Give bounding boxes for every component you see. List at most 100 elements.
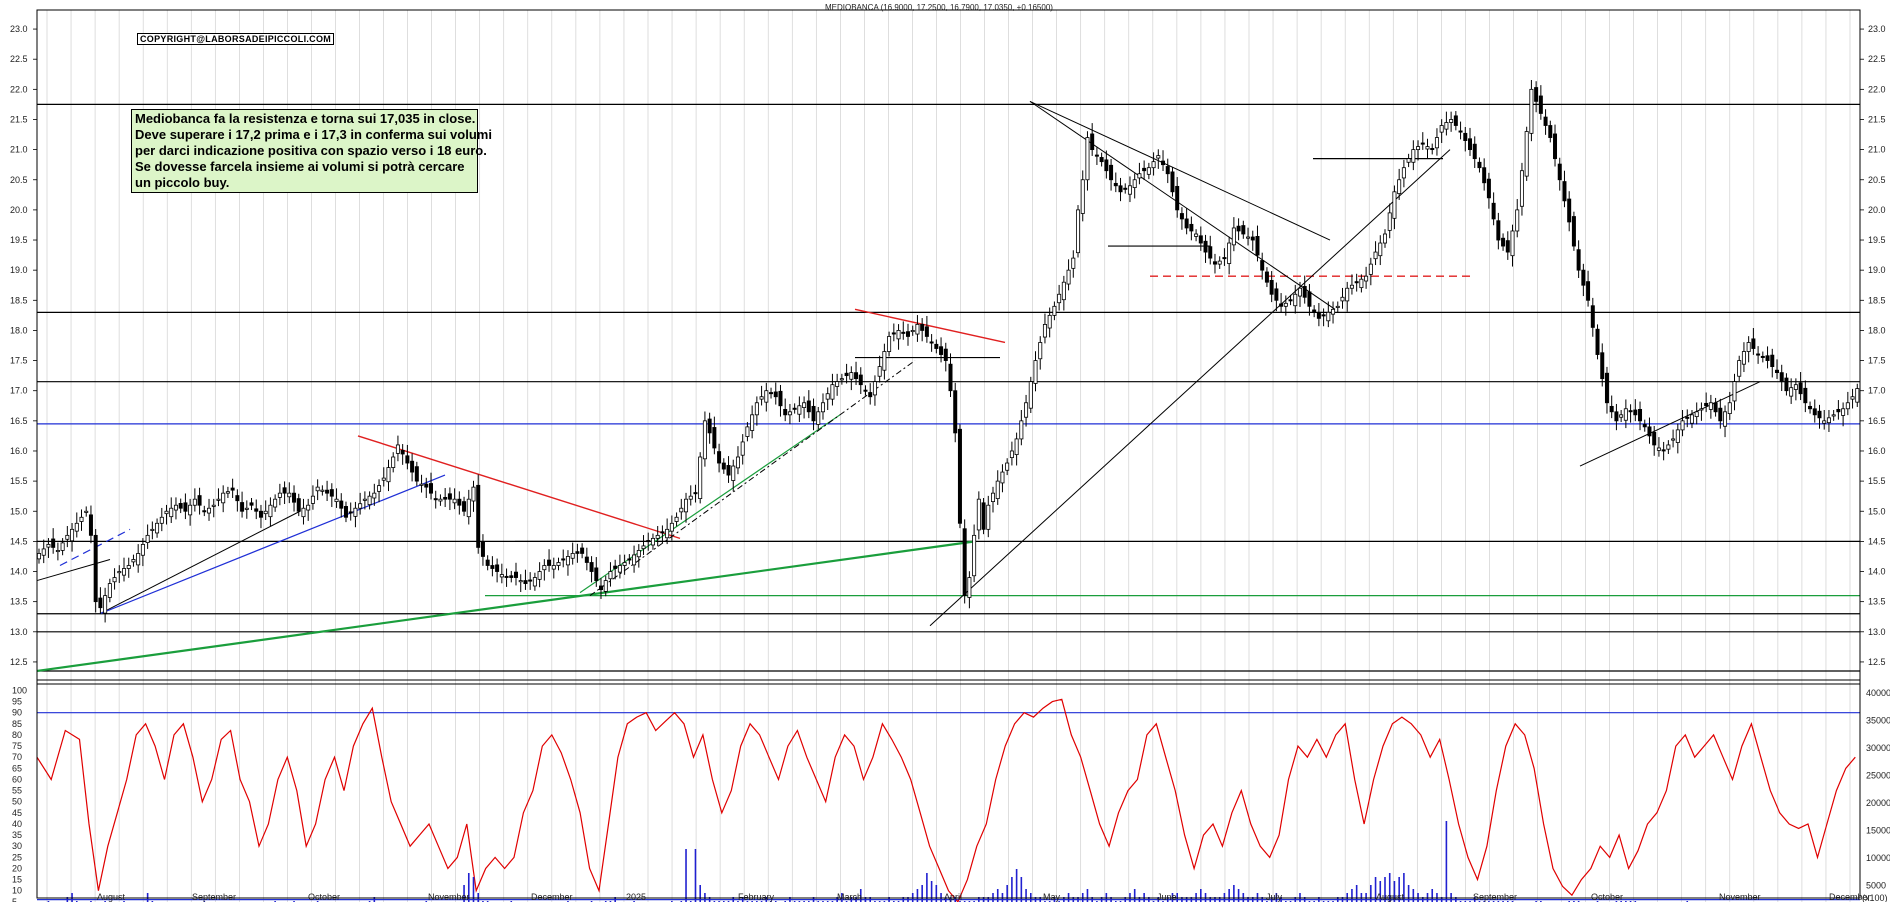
month-label: November [1719,892,1761,902]
volume-tick-label: 40000 [1866,688,1890,698]
candle-body [1066,269,1071,285]
candle-body [688,495,693,500]
candle-body [698,456,703,499]
osc-tick-label: 5 [12,897,17,902]
candle-body [1099,157,1104,163]
candle-body [1208,246,1213,259]
candle-body [1751,338,1756,349]
candle-body [589,562,594,572]
y-tick-label: 22.5 [10,54,28,64]
volume-bars [47,821,1689,902]
candle-body [169,507,174,518]
oscillator-line [36,698,1856,902]
candle-body [84,510,89,513]
candle-body [1803,387,1808,404]
candle-body [1080,179,1085,214]
candle-body [613,565,618,569]
candle-body [258,510,263,518]
candle-body [1765,355,1770,361]
candle-body [1113,182,1118,187]
candle-body [1638,408,1643,422]
candle-body [561,558,566,561]
volume-tick-label: 30000 [1866,743,1890,753]
y-tick-label: 12.5 [1868,657,1886,667]
candle-body [240,502,245,512]
y-tick-label: 20.5 [1868,175,1886,185]
y-tick-label: 15.0 [1868,506,1886,516]
candle-body [1855,388,1860,403]
candle-body [320,489,325,492]
candle-body [1024,402,1029,418]
y-tick-label: 15.5 [10,476,28,486]
candle-body [367,495,372,506]
candle-body [740,441,745,456]
candle-body [1553,133,1558,160]
candle-body [277,492,282,498]
candle-body [575,551,580,554]
candle-body [764,390,769,403]
candle-body [514,571,519,578]
y-tick-label: 14.0 [1868,567,1886,577]
y-tick-label: 22.0 [1868,84,1886,94]
y-tick-label: 16.0 [10,446,28,456]
candle-body [650,537,655,546]
candle-body [1689,414,1694,424]
candle-body [943,348,948,361]
candle-body [103,595,108,614]
candle-body [1052,305,1057,316]
osc-tick-label: 40 [12,819,22,829]
candle-body [334,498,339,503]
candle-body [551,565,556,570]
y-tick-label: 17.5 [1868,356,1886,366]
candle-body [1005,462,1010,471]
candle-body [1142,167,1147,172]
candle-body [235,495,240,502]
candle-body [438,498,443,502]
candle-body [287,492,292,498]
candle-body [599,585,604,591]
candle-body [1661,449,1666,452]
candle-body [296,498,301,512]
candle-body [1746,342,1751,352]
candle-body [1845,402,1850,410]
candle-body [759,396,764,400]
candle-body [792,407,797,410]
candle-body [731,465,736,481]
candle-body [1737,360,1742,377]
candle-body [424,483,429,488]
candle-body [1038,342,1043,360]
candle-body [244,507,249,510]
candle-body [1562,181,1567,202]
candle-body [70,528,75,542]
trendline [357,435,681,540]
candle-body [79,516,84,522]
candle-body [1501,237,1506,247]
candle-body [1246,236,1251,239]
candle-body [1666,444,1671,450]
candle-body [1146,167,1151,175]
candle-body [825,393,830,400]
candle-body [1713,402,1718,413]
candle-body [887,336,892,352]
candle-body [778,390,783,407]
y-tick-label: 19.0 [1868,265,1886,275]
osc-tick-label: 85 [12,719,22,729]
candle-body [1057,293,1062,304]
candle-body [636,550,641,558]
candle-body [627,558,632,561]
candle-body [934,343,939,349]
candle-body [1255,236,1260,256]
y-tick-label: 21.5 [10,114,28,124]
candle-body [339,500,344,509]
candle-body [1009,450,1014,459]
candle-body [920,324,925,331]
y-tick-label: 15.0 [10,506,28,516]
trendline [1029,100,1336,310]
y-tick-label: 13.0 [1868,627,1886,637]
candle-body [60,542,65,551]
candle-body [310,495,315,504]
candle-body [707,418,712,434]
candle-body [1061,281,1066,301]
month-label: April [944,892,962,902]
y-tick-label: 13.5 [10,597,28,607]
